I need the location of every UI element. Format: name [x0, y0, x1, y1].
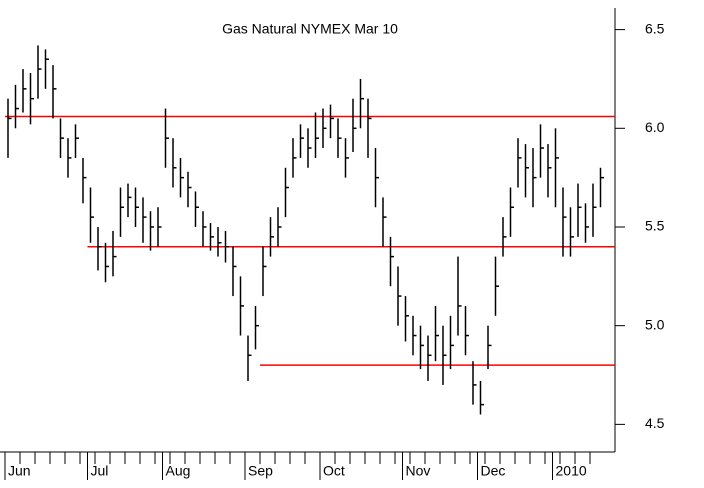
- x-tick-label: 2010: [556, 463, 587, 479]
- y-tick-label: 6.0: [645, 119, 665, 135]
- x-tick-label: Nov: [406, 463, 431, 479]
- chart-title: Gas Natural NYMEX Mar 10: [222, 21, 398, 37]
- x-tick-label: Sep: [248, 463, 273, 479]
- y-tick-label: 5.0: [645, 316, 665, 332]
- y-tick-label: 6.5: [645, 20, 665, 36]
- x-tick-label: Oct: [323, 463, 345, 479]
- x-tick-label: Aug: [166, 463, 191, 479]
- x-tick-label: Jul: [91, 463, 109, 479]
- y-tick-label: 5.5: [645, 218, 665, 234]
- x-tick-label: Jun: [8, 463, 31, 479]
- y-tick-label: 4.5: [645, 415, 665, 431]
- x-tick-label: Dec: [481, 463, 506, 479]
